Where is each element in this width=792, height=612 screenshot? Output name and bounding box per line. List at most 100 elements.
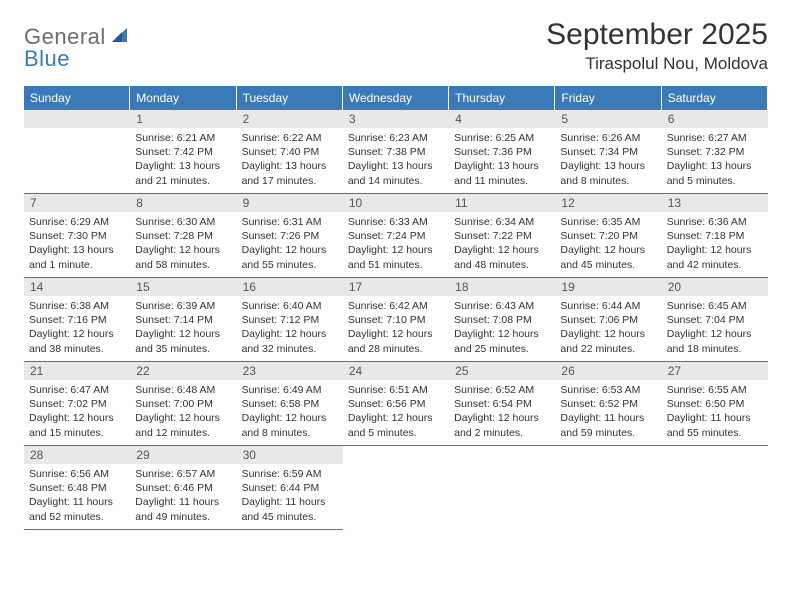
date-number: 11 (449, 194, 555, 212)
sunrise-line: Sunrise: 6:22 AM (242, 131, 338, 145)
date-number: 3 (343, 110, 449, 128)
date-number: 10 (343, 194, 449, 212)
sunset-line: Sunset: 7:26 PM (242, 229, 338, 243)
sunrise-line: Sunrise: 6:40 AM (242, 299, 338, 313)
sunset-line: Sunset: 6:48 PM (29, 481, 125, 495)
logo-sail-icon (110, 25, 130, 50)
cell-body: Sunrise: 6:57 AMSunset: 6:46 PMDaylight:… (130, 464, 236, 529)
cell-body: Sunrise: 6:53 AMSunset: 6:52 PMDaylight:… (555, 380, 661, 445)
sunset-line: Sunset: 6:56 PM (348, 397, 444, 411)
sunset-line: Sunset: 7:42 PM (135, 145, 231, 159)
sunrise-line: Sunrise: 6:38 AM (29, 299, 125, 313)
cell-body: Sunrise: 6:44 AMSunset: 7:06 PMDaylight:… (555, 296, 661, 361)
calendar-cell-empty (343, 446, 449, 530)
date-number: 14 (24, 278, 130, 296)
daylight-line: Daylight: 12 hours and 25 minutes. (454, 327, 550, 355)
date-number: 15 (130, 278, 236, 296)
cell-body: Sunrise: 6:31 AMSunset: 7:26 PMDaylight:… (237, 212, 343, 277)
date-number: 2 (237, 110, 343, 128)
date-number: 9 (237, 194, 343, 212)
sunrise-line: Sunrise: 6:36 AM (667, 215, 763, 229)
calendar-cell: 29Sunrise: 6:57 AMSunset: 6:46 PMDayligh… (130, 446, 236, 530)
cell-body: Sunrise: 6:23 AMSunset: 7:38 PMDaylight:… (343, 128, 449, 193)
sunset-line: Sunset: 7:12 PM (242, 313, 338, 327)
sunrise-line: Sunrise: 6:33 AM (348, 215, 444, 229)
sunrise-line: Sunrise: 6:31 AM (242, 215, 338, 229)
date-number: 24 (343, 362, 449, 380)
calendar-cell: 9Sunrise: 6:31 AMSunset: 7:26 PMDaylight… (237, 194, 343, 278)
calendar-cell-empty (662, 446, 768, 530)
cell-body: Sunrise: 6:34 AMSunset: 7:22 PMDaylight:… (449, 212, 555, 277)
daylight-line: Daylight: 13 hours and 21 minutes. (135, 159, 231, 187)
calendar-cell: 3Sunrise: 6:23 AMSunset: 7:38 PMDaylight… (343, 110, 449, 194)
sunset-line: Sunset: 7:00 PM (135, 397, 231, 411)
calendar-cell: 20Sunrise: 6:45 AMSunset: 7:04 PMDayligh… (662, 278, 768, 362)
location: Tiraspolul Nou, Moldova (546, 54, 768, 74)
daylight-line: Daylight: 12 hours and 48 minutes. (454, 243, 550, 271)
calendar-cell: 4Sunrise: 6:25 AMSunset: 7:36 PMDaylight… (449, 110, 555, 194)
cell-body: Sunrise: 6:35 AMSunset: 7:20 PMDaylight:… (555, 212, 661, 277)
calendar-cell: 15Sunrise: 6:39 AMSunset: 7:14 PMDayligh… (130, 278, 236, 362)
sunrise-line: Sunrise: 6:48 AM (135, 383, 231, 397)
day-header: Thursday (449, 86, 555, 110)
calendar-cell: 25Sunrise: 6:52 AMSunset: 6:54 PMDayligh… (449, 362, 555, 446)
sunset-line: Sunset: 7:06 PM (560, 313, 656, 327)
sunset-line: Sunset: 6:58 PM (242, 397, 338, 411)
cell-body: Sunrise: 6:38 AMSunset: 7:16 PMDaylight:… (24, 296, 130, 361)
calendar-cell: 19Sunrise: 6:44 AMSunset: 7:06 PMDayligh… (555, 278, 661, 362)
daylight-line: Daylight: 12 hours and 55 minutes. (242, 243, 338, 271)
calendar-cell: 23Sunrise: 6:49 AMSunset: 6:58 PMDayligh… (237, 362, 343, 446)
date-number: 28 (24, 446, 130, 464)
daylight-line: Daylight: 12 hours and 15 minutes. (29, 411, 125, 439)
cell-body: Sunrise: 6:21 AMSunset: 7:42 PMDaylight:… (130, 128, 236, 193)
calendar-cell: 12Sunrise: 6:35 AMSunset: 7:20 PMDayligh… (555, 194, 661, 278)
sunset-line: Sunset: 7:20 PM (560, 229, 656, 243)
sunrise-line: Sunrise: 6:23 AM (348, 131, 444, 145)
sunrise-line: Sunrise: 6:49 AM (242, 383, 338, 397)
calendar-cell: 7Sunrise: 6:29 AMSunset: 7:30 PMDaylight… (24, 194, 130, 278)
date-number: 16 (237, 278, 343, 296)
daylight-line: Daylight: 12 hours and 51 minutes. (348, 243, 444, 271)
sunrise-line: Sunrise: 6:25 AM (454, 131, 550, 145)
sunrise-line: Sunrise: 6:51 AM (348, 383, 444, 397)
sunrise-line: Sunrise: 6:59 AM (242, 467, 338, 481)
sunset-line: Sunset: 7:04 PM (667, 313, 763, 327)
calendar-cell: 5Sunrise: 6:26 AMSunset: 7:34 PMDaylight… (555, 110, 661, 194)
sunrise-line: Sunrise: 6:55 AM (667, 383, 763, 397)
sunset-line: Sunset: 7:24 PM (348, 229, 444, 243)
cell-body: Sunrise: 6:22 AMSunset: 7:40 PMDaylight:… (237, 128, 343, 193)
date-number: 19 (555, 278, 661, 296)
calendar-cell: 21Sunrise: 6:47 AMSunset: 7:02 PMDayligh… (24, 362, 130, 446)
sunset-line: Sunset: 7:34 PM (560, 145, 656, 159)
calendar-cell: 2Sunrise: 6:22 AMSunset: 7:40 PMDaylight… (237, 110, 343, 194)
daylight-line: Daylight: 13 hours and 5 minutes. (667, 159, 763, 187)
sunrise-line: Sunrise: 6:42 AM (348, 299, 444, 313)
daylight-line: Daylight: 11 hours and 59 minutes. (560, 411, 656, 439)
sunset-line: Sunset: 7:18 PM (667, 229, 763, 243)
date-number: 26 (555, 362, 661, 380)
day-header: Tuesday (237, 86, 343, 110)
daylight-line: Daylight: 12 hours and 35 minutes. (135, 327, 231, 355)
cell-body: Sunrise: 6:36 AMSunset: 7:18 PMDaylight:… (662, 212, 768, 277)
daylight-line: Daylight: 12 hours and 18 minutes. (667, 327, 763, 355)
date-number: 12 (555, 194, 661, 212)
calendar-cell: 26Sunrise: 6:53 AMSunset: 6:52 PMDayligh… (555, 362, 661, 446)
date-number: 27 (662, 362, 768, 380)
sunrise-line: Sunrise: 6:52 AM (454, 383, 550, 397)
daylight-line: Daylight: 13 hours and 8 minutes. (560, 159, 656, 187)
calendar-cell: 16Sunrise: 6:40 AMSunset: 7:12 PMDayligh… (237, 278, 343, 362)
daylight-line: Daylight: 12 hours and 22 minutes. (560, 327, 656, 355)
cell-body: Sunrise: 6:52 AMSunset: 6:54 PMDaylight:… (449, 380, 555, 445)
calendar-cell: 1Sunrise: 6:21 AMSunset: 7:42 PMDaylight… (130, 110, 236, 194)
sunset-line: Sunset: 7:36 PM (454, 145, 550, 159)
cell-body: Sunrise: 6:42 AMSunset: 7:10 PMDaylight:… (343, 296, 449, 361)
calendar-cell: 24Sunrise: 6:51 AMSunset: 6:56 PMDayligh… (343, 362, 449, 446)
daylight-line: Daylight: 12 hours and 58 minutes. (135, 243, 231, 271)
date-number: 13 (662, 194, 768, 212)
sunset-line: Sunset: 6:50 PM (667, 397, 763, 411)
cell-body: Sunrise: 6:59 AMSunset: 6:44 PMDaylight:… (237, 464, 343, 529)
sunset-line: Sunset: 7:32 PM (667, 145, 763, 159)
cell-body: Sunrise: 6:49 AMSunset: 6:58 PMDaylight:… (237, 380, 343, 445)
cell-body: Sunrise: 6:33 AMSunset: 7:24 PMDaylight:… (343, 212, 449, 277)
day-header: Sunday (24, 86, 130, 110)
